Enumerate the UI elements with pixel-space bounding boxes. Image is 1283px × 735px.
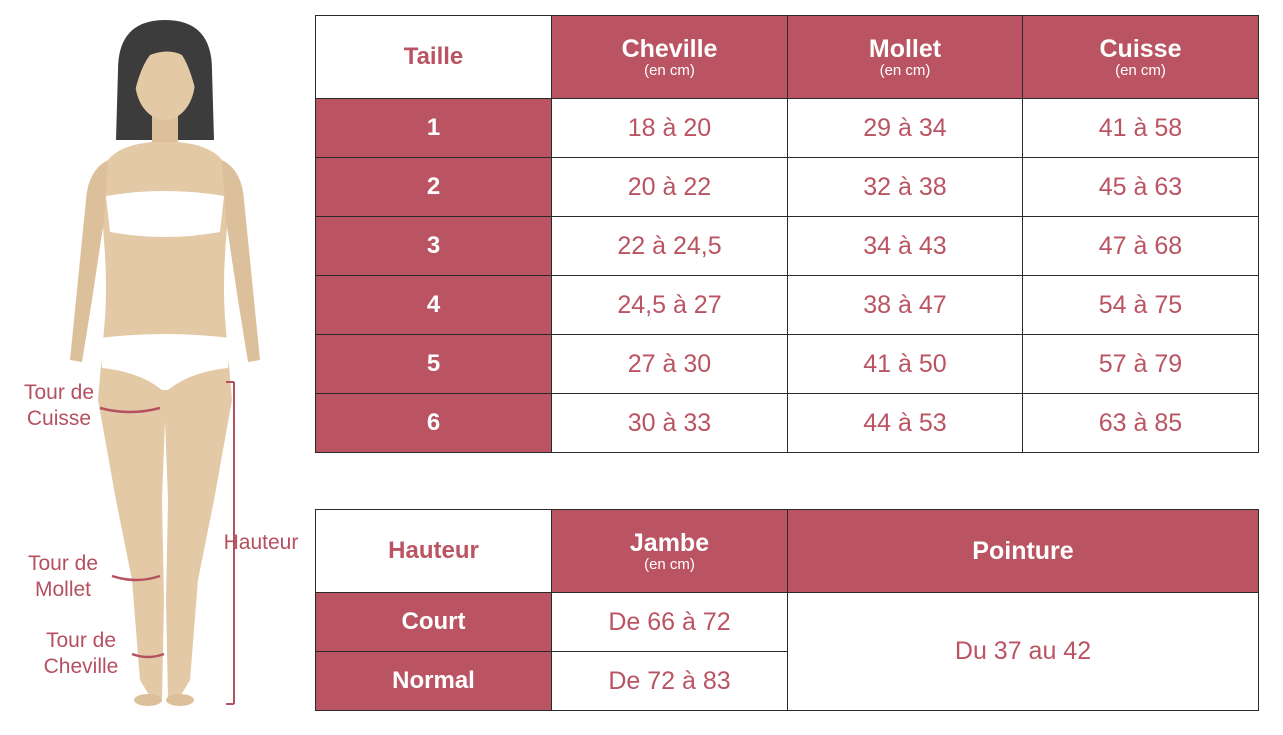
col-unit: (en cm) — [1115, 62, 1166, 79]
table-row: 2 20 à 22 32 à 38 45 à 63 — [315, 157, 1259, 217]
mollet-value: 44 à 53 — [787, 393, 1023, 453]
cuisse-value: 47 à 68 — [1022, 216, 1259, 276]
height-measure-label: Hauteur — [223, 531, 299, 554]
mollet-value: 41 à 50 — [787, 334, 1023, 394]
mollet-value: 29 à 34 — [787, 98, 1023, 158]
size-label: 5 — [315, 334, 552, 394]
table-row: 3 22 à 24,5 34 à 43 47 à 68 — [315, 216, 1259, 276]
col-header-cuisse: Cuisse (en cm) — [1022, 15, 1259, 99]
cheville-value: 18 à 20 — [551, 98, 788, 158]
col-unit: (en cm) — [644, 556, 695, 573]
cheville-value: 27 à 30 — [551, 334, 788, 394]
jambe-value: De 72 à 83 — [551, 651, 788, 711]
size-label: 6 — [315, 393, 552, 453]
table-row: 6 30 à 33 44 à 53 63 à 85 — [315, 393, 1259, 453]
col-title: Pointure — [972, 537, 1074, 565]
cheville-value: 30 à 33 — [551, 393, 788, 453]
height-table: Hauteur Jambe (en cm) Pointure Court De … — [315, 509, 1259, 711]
cuisse-value: 45 à 63 — [1022, 157, 1259, 217]
cuisse-value: 41 à 58 — [1022, 98, 1259, 158]
cuisse-value: 57 à 79 — [1022, 334, 1259, 394]
col-header-mollet: Mollet (en cm) — [787, 15, 1023, 99]
table-row: Court De 66 à 72 Du 37 au 42 — [315, 592, 1259, 711]
col-header-cheville: Cheville (en cm) — [551, 15, 788, 99]
size-table: Taille Cheville (en cm) Mollet (en cm) C… — [315, 15, 1259, 453]
col-title: Jambe — [629, 529, 710, 557]
col-header-pointure: Pointure — [787, 509, 1259, 593]
height-header-label: Hauteur — [315, 509, 552, 593]
calf-measure-label: Tour de Mollet — [27, 552, 99, 601]
thigh-measure-label: Tour de Cuisse — [23, 381, 95, 430]
size-label: 2 — [315, 157, 552, 217]
table-row: 4 24,5 à 27 38 à 47 54 à 75 — [315, 275, 1259, 335]
table-row: 5 27 à 30 41 à 50 57 à 79 — [315, 334, 1259, 394]
cheville-value: 24,5 à 27 — [551, 275, 788, 335]
size-header-label: Taille — [315, 15, 552, 99]
body-figure: Tour de Cuisse Tour de Mollet Tour de Ch… — [0, 0, 310, 735]
size-label: 4 — [315, 275, 552, 335]
height-label: Normal — [315, 651, 552, 711]
table-row: Normal De 72 à 83 — [315, 651, 1259, 711]
mollet-value: 34 à 43 — [787, 216, 1023, 276]
cuisse-value: 54 à 75 — [1022, 275, 1259, 335]
col-unit: (en cm) — [644, 62, 695, 79]
mollet-value: 38 à 47 — [787, 275, 1023, 335]
size-label: 1 — [315, 98, 552, 158]
mollet-value: 32 à 38 — [787, 157, 1023, 217]
height-label: Court — [315, 592, 552, 652]
height-table-header: Hauteur Jambe (en cm) Pointure — [315, 509, 1259, 593]
jambe-value: De 66 à 72 — [551, 592, 788, 652]
cheville-value: 22 à 24,5 — [551, 216, 788, 276]
woman-silhouette-illustration — [70, 20, 260, 706]
col-title: Mollet — [868, 35, 942, 63]
col-title: Cheville — [621, 35, 718, 63]
col-unit: (en cm) — [879, 62, 931, 79]
size-label: 3 — [315, 216, 552, 276]
cuisse-value: 63 à 85 — [1022, 393, 1259, 453]
pointure-value: Du 37 au 42 — [787, 592, 1259, 711]
cheville-value: 20 à 22 — [551, 157, 788, 217]
col-title: Cuisse — [1099, 35, 1182, 63]
size-table-header: Taille Cheville (en cm) Mollet (en cm) C… — [315, 15, 1259, 99]
ankle-measure-label: Tour de Cheville — [43, 629, 119, 678]
table-row: 1 18 à 20 29 à 34 41 à 58 — [315, 98, 1259, 158]
col-header-jambe: Jambe (en cm) — [551, 509, 788, 593]
